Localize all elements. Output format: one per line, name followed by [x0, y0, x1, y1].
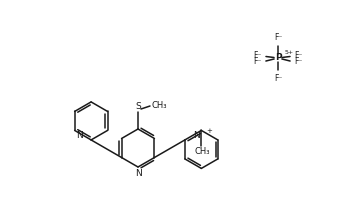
Text: P: P: [275, 53, 281, 62]
Text: F⁻: F⁻: [294, 51, 302, 60]
Text: F⁻: F⁻: [274, 74, 282, 83]
Text: +: +: [206, 128, 212, 134]
Text: F⁻: F⁻: [254, 58, 262, 67]
Text: N: N: [76, 131, 83, 140]
Text: N: N: [193, 131, 200, 140]
Text: CH₃: CH₃: [152, 101, 168, 110]
Text: CH₃: CH₃: [194, 147, 210, 156]
Text: N: N: [135, 168, 142, 178]
Text: S: S: [135, 102, 141, 111]
Text: F⁻: F⁻: [294, 58, 302, 67]
Text: F⁻: F⁻: [254, 51, 262, 60]
Text: 5+: 5+: [285, 49, 294, 55]
Text: F⁻: F⁻: [274, 33, 282, 42]
